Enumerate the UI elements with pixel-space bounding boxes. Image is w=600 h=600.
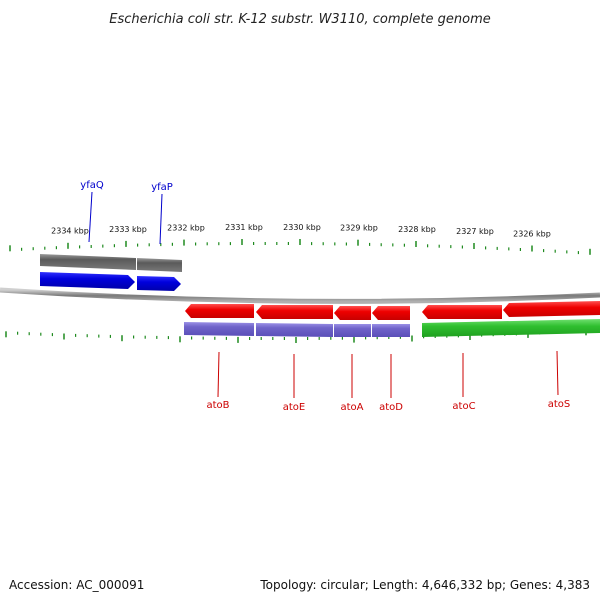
ruler-label: 2334 kbp bbox=[51, 227, 89, 236]
genome-backbone bbox=[0, 287, 600, 304]
gene-bar-atoD bbox=[372, 324, 410, 337]
ruler-labels: 2334 kbp 2333 kbp 2332 kbp 2331 kbp 2330 kbp… bbox=[51, 223, 551, 239]
gene-label-atoS: atoS bbox=[548, 399, 571, 410]
cds-arrow-yfaP bbox=[137, 276, 181, 291]
gene-label-yfaP: yfaP bbox=[151, 182, 173, 193]
gene-bar-atoA bbox=[334, 324, 371, 337]
forward-gene-labels: yfaQ yfaP bbox=[80, 180, 173, 245]
ruler-ticks-top bbox=[9, 239, 591, 255]
reverse-gene-bars bbox=[184, 319, 600, 337]
cds-arrow-atoS bbox=[503, 301, 600, 317]
cds-arrow-atoA bbox=[334, 306, 371, 320]
cds-arrow-atoB bbox=[185, 304, 254, 318]
forward-gene-bars bbox=[40, 254, 182, 272]
forward-cds bbox=[40, 272, 181, 291]
gene-label-atoD: atoD bbox=[379, 402, 403, 413]
ruler-label: 2331 kbp bbox=[225, 223, 263, 232]
ruler-label: 2330 kbp bbox=[283, 223, 321, 232]
gene-bar-atoC-atoS bbox=[422, 319, 600, 337]
gene-label-atoE: atoE bbox=[283, 402, 306, 413]
ruler-label: 2326 kbp bbox=[513, 230, 551, 239]
ruler-label: 2332 kbp bbox=[167, 224, 205, 233]
accession-text: Accession: AC_000091 bbox=[9, 578, 145, 592]
gene-bar-yfaQ bbox=[40, 254, 136, 270]
cds-arrow-atoE bbox=[256, 305, 333, 319]
gene-label-atoB: atoB bbox=[206, 400, 229, 411]
topology-text: Topology: circular; Length: 4,646,332 bp… bbox=[260, 578, 590, 592]
label-line-yfaP bbox=[159, 193, 163, 245]
ruler-label: 2328 kbp bbox=[398, 225, 436, 234]
gene-label-yfaQ: yfaQ bbox=[80, 180, 104, 191]
cds-arrow-yfaQ bbox=[40, 272, 135, 289]
gene-bar-atoE bbox=[256, 323, 333, 337]
label-line-atoS bbox=[556, 350, 559, 396]
label-line-atoB bbox=[217, 351, 220, 398]
ruler-label: 2327 kbp bbox=[456, 227, 494, 236]
gene-label-atoA: atoA bbox=[340, 402, 363, 413]
gene-bar-atoB bbox=[184, 322, 254, 336]
label-line-yfaQ bbox=[88, 191, 93, 243]
gene-bar-yfaP bbox=[137, 258, 182, 272]
reverse-gene-labels: atoB atoE atoA atoD atoC atoS bbox=[206, 350, 571, 413]
gene-label-atoC: atoC bbox=[452, 401, 475, 412]
reverse-cds bbox=[185, 301, 600, 320]
cds-arrow-atoD bbox=[372, 306, 410, 320]
map-title: Escherichia coli str. K-12 substr. W3110… bbox=[109, 12, 490, 27]
ruler-label: 2333 kbp bbox=[109, 225, 147, 234]
ruler-label: 2329 kbp bbox=[340, 224, 378, 233]
cds-arrow-atoC bbox=[422, 305, 502, 319]
